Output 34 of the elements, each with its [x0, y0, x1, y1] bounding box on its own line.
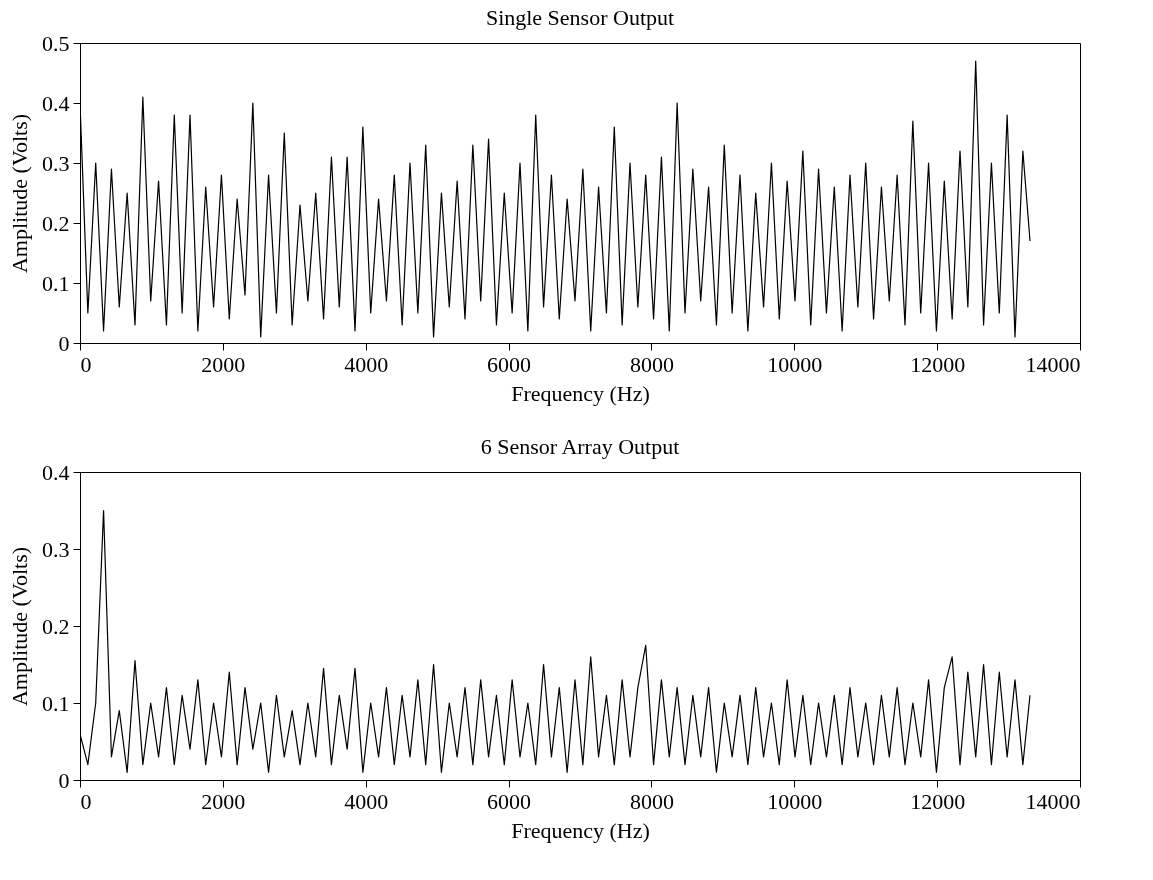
y-tick-label: 0 — [58, 330, 70, 356]
x-tick-label: 2000 — [201, 788, 246, 814]
x-tick-label: 0 — [80, 788, 92, 814]
y-tick-label: 0.2 — [42, 210, 70, 236]
x-tick-label: 0 — [80, 351, 92, 377]
line-series — [80, 509, 1031, 773]
y-tick-label: 0.5 — [42, 30, 70, 56]
y-tick-label: 0.4 — [42, 90, 70, 116]
y-tick-label: 0 — [58, 767, 70, 793]
x-tick-label: 6000 — [487, 351, 532, 377]
y-tick-label: 0.4 — [42, 459, 70, 485]
x-tick-label: 10000 — [767, 351, 823, 377]
y-tick-label: 0.3 — [42, 150, 70, 176]
y-tick-label: 0.1 — [42, 270, 70, 296]
y-axis-title: Amplitude (Volts) — [7, 113, 32, 274]
x-axis-title: Frequency (Hz) — [511, 817, 650, 843]
x-tick-label: 4000 — [344, 788, 389, 814]
y-tick-label: 0.3 — [42, 536, 70, 562]
x-tick-label: 12000 — [910, 788, 966, 814]
y-axis-title: Amplitude (Volts) — [7, 546, 32, 707]
x-tick-label: 6000 — [487, 788, 532, 814]
x-tick-label: 4000 — [344, 351, 389, 377]
chart-title: Single Sensor Output — [485, 5, 675, 30]
chart-title: 6 Sensor Array Output — [480, 434, 680, 459]
x-tick-label: 12000 — [910, 351, 966, 377]
x-tick-label: 8000 — [629, 351, 674, 377]
x-tick-label: 14000 — [1025, 788, 1081, 814]
y-tick-label: 0.1 — [42, 690, 70, 716]
x-tick-label: 8000 — [629, 788, 674, 814]
x-tick-label: 2000 — [201, 351, 246, 377]
y-tick-label: 0.2 — [42, 613, 70, 639]
x-tick-label: 10000 — [767, 788, 823, 814]
x-tick-label: 14000 — [1025, 351, 1081, 377]
x-axis-title: Frequency (Hz) — [511, 380, 650, 406]
